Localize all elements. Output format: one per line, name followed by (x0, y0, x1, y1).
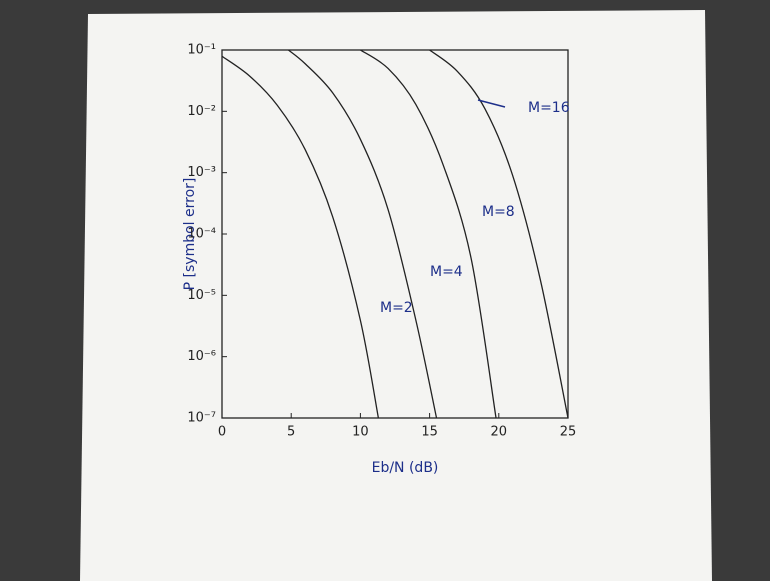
y-tick-label: 10⁻² (187, 104, 216, 119)
x-tick-label: 10 (352, 425, 369, 440)
chart: P [symbol error] Eb/N (dB) 051015202510⁻… (0, 0, 770, 581)
x-tick-label: 25 (560, 425, 577, 440)
y-tick-label: 10⁻⁶ (187, 349, 216, 364)
x-tick-label: 5 (287, 425, 295, 440)
series-label: M=16 (528, 100, 570, 116)
y-tick-label: 10⁻⁷ (187, 411, 216, 426)
y-tick-label: 10⁻³ (187, 165, 216, 180)
x-tick-label: 20 (491, 425, 508, 440)
series-label: M=2 (380, 300, 413, 316)
y-tick-label: 10⁻⁴ (187, 227, 216, 242)
series-label: M=8 (482, 204, 515, 220)
x-tick-label: 15 (421, 425, 438, 440)
series-label: M=4 (430, 264, 463, 280)
x-axis-label: Eb/N (dB) (372, 460, 439, 476)
page: {"chart_data": {"type": "line", "y_label… (0, 0, 770, 581)
y-tick-label: 10⁻⁵ (187, 288, 216, 303)
x-tick-label: 0 (218, 425, 226, 440)
y-tick-label: 10⁻¹ (187, 43, 216, 58)
paper (80, 10, 712, 581)
